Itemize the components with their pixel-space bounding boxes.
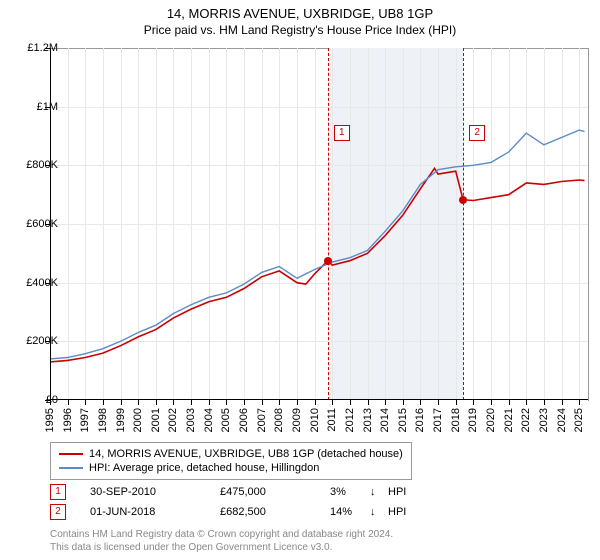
x-tick-label: 1999 [115,408,127,432]
x-tick-label: 2012 [344,408,356,432]
x-tick-label: 2023 [538,408,550,432]
x-tick-label: 1995 [44,408,56,432]
x-tick-label: 2013 [362,408,374,432]
x-tick-label: 2017 [432,408,444,432]
event-dot-2 [459,196,467,204]
x-tick-label: 2005 [220,408,232,432]
event-price-2: £682,500 [220,506,330,518]
event-row-2: 2 01-JUN-2018 £682,500 14% ↓ HPI [50,502,406,522]
x-tick-label: 2003 [185,408,197,432]
x-tick-label: 2006 [238,408,250,432]
x-tick-label: 2019 [467,408,479,432]
x-tick-label: 2025 [573,408,585,432]
event-pct-2: 14% [330,506,370,518]
x-axis-line [50,399,588,400]
chart-lines-svg [50,48,588,400]
event-box-1: 1 [334,125,350,141]
event-dot-1 [324,257,332,265]
y-tick-label: £200K [14,335,58,347]
event-date-2: 01-JUN-2018 [90,506,220,518]
down-arrow-icon: ↓ [370,506,388,518]
chart-subtitle: Price paid vs. HM Land Registry's House … [0,21,600,37]
x-tick-label: 2000 [132,408,144,432]
series-hpi [50,130,585,359]
x-tick-label: 2007 [256,408,268,432]
x-tick-label: 1998 [97,408,109,432]
event-price-1: £475,000 [220,486,330,498]
chart-plot-area: 12 [50,48,588,400]
series-property [50,168,585,362]
legend-swatch-hpi [59,467,83,469]
footer-line-1: Contains HM Land Registry data © Crown c… [50,528,393,541]
event-marker-2: 2 [50,504,66,520]
down-arrow-icon: ↓ [370,486,388,498]
x-tick-label: 2015 [397,408,409,432]
x-tick-label: 2021 [503,408,515,432]
event-vline-2 [463,48,464,400]
x-tick-label: 2010 [309,408,321,432]
legend-label-hpi: HPI: Average price, detached house, Hill… [89,462,319,474]
events-table: 1 30-SEP-2010 £475,000 3% ↓ HPI 2 01-JUN… [50,482,406,522]
legend-item-property: 14, MORRIS AVENUE, UXBRIDGE, UB8 1GP (de… [59,447,403,461]
y-tick-label: £1.2M [14,42,58,54]
x-tick-label: 2018 [450,408,462,432]
x-tick-label: 2001 [150,408,162,432]
legend-item-hpi: HPI: Average price, detached house, Hill… [59,461,403,475]
event-row-1: 1 30-SEP-2010 £475,000 3% ↓ HPI [50,482,406,502]
x-tick-label: 2011 [326,408,338,432]
event-hpi-1: HPI [388,486,406,498]
event-pct-1: 3% [330,486,370,498]
x-tick-label: 2009 [291,408,303,432]
x-tick-label: 1996 [62,408,74,432]
x-tick-label: 2002 [167,408,179,432]
event-date-1: 30-SEP-2010 [90,486,220,498]
chart-title: 14, MORRIS AVENUE, UXBRIDGE, UB8 1GP [0,0,600,21]
x-tick-label: 2016 [414,408,426,432]
event-box-2: 2 [469,125,485,141]
footer-attribution: Contains HM Land Registry data © Crown c… [50,528,393,554]
footer-line-2: This data is licensed under the Open Gov… [50,541,393,554]
y-tick-label: £600K [14,218,58,230]
x-tick-label: 2014 [379,408,391,432]
event-hpi-2: HPI [388,506,406,518]
x-tick-label: 2008 [273,408,285,432]
x-tick-label: 2024 [556,408,568,432]
y-tick-label: £0 [14,394,58,406]
y-tick-label: £800K [14,159,58,171]
x-tick-label: 1997 [79,408,91,432]
y-tick-label: £400K [14,277,58,289]
x-tick-label: 2020 [485,408,497,432]
x-tick-label: 2004 [203,408,215,432]
legend: 14, MORRIS AVENUE, UXBRIDGE, UB8 1GP (de… [50,442,412,480]
event-marker-1: 1 [50,484,66,500]
legend-swatch-property [59,453,83,455]
y-tick-label: £1M [14,101,58,113]
legend-label-property: 14, MORRIS AVENUE, UXBRIDGE, UB8 1GP (de… [89,448,403,460]
x-tick-label: 2022 [520,408,532,432]
event-vline-1 [328,48,329,400]
